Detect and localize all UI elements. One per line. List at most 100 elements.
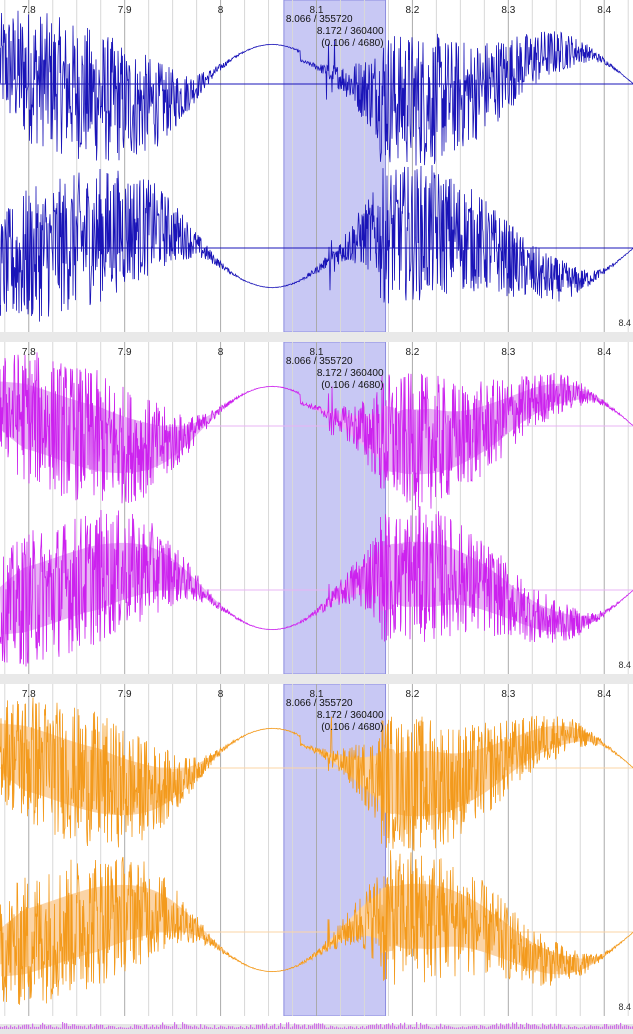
waveform-pane-1-canvas xyxy=(0,0,633,332)
overview-bar xyxy=(324,1025,326,1029)
waveform-pane-1[interactable]: 7.8 7.9 8 8.1 8.2 8.3 8.4 8.4 8.066 / 355720 8.17… xyxy=(0,0,633,332)
overview-bar xyxy=(266,1023,268,1029)
overview-bar xyxy=(94,1025,96,1029)
overview-bar xyxy=(472,1025,474,1029)
overview-bar xyxy=(396,1026,398,1029)
overview-bar xyxy=(58,1027,60,1029)
overview-bar xyxy=(218,1027,220,1029)
overview-bar xyxy=(40,1024,42,1029)
overview-bar xyxy=(36,1026,38,1029)
overview-bar xyxy=(278,1025,280,1029)
overview-bar xyxy=(510,1026,512,1029)
overview-bar xyxy=(210,1027,212,1029)
overview-bar xyxy=(544,1025,546,1029)
overview-bar xyxy=(68,1026,70,1029)
selection-region[interactable] xyxy=(283,342,387,674)
overview-bar xyxy=(292,1026,294,1029)
overview-bar xyxy=(250,1024,252,1029)
overview-bar xyxy=(606,1023,608,1029)
overview-bar xyxy=(78,1025,80,1029)
overview-bar xyxy=(360,1026,362,1029)
overview-bar xyxy=(290,1027,292,1029)
time-tick-label: 8.3 xyxy=(501,347,516,358)
overview-bar xyxy=(238,1027,240,1029)
overview-bar xyxy=(546,1026,548,1029)
overview-bar xyxy=(178,1027,180,1029)
overview-bar xyxy=(302,1025,304,1029)
overview-bar xyxy=(386,1024,388,1029)
overview-bar xyxy=(480,1025,482,1029)
overview-bar xyxy=(382,1027,384,1029)
overview-bar xyxy=(594,1026,596,1029)
overview-bar xyxy=(164,1025,166,1029)
overview-bar xyxy=(128,1027,130,1029)
overview-bar xyxy=(104,1027,106,1029)
overview-bar xyxy=(346,1027,348,1029)
overview-bar xyxy=(140,1025,142,1029)
time-tick-label: 7.9 xyxy=(117,5,132,16)
overview-bar xyxy=(362,1025,364,1029)
overview-bar xyxy=(616,1024,618,1029)
overview-bar xyxy=(194,1025,196,1029)
overview-bar xyxy=(602,1026,604,1029)
overview-bar xyxy=(558,1023,560,1029)
overview-bar xyxy=(96,1024,98,1029)
overview-bar xyxy=(144,1024,146,1029)
overview-bar xyxy=(574,1026,576,1029)
overview-bar xyxy=(422,1025,424,1029)
overview-strip[interactable] xyxy=(0,1016,633,1029)
overview-bar xyxy=(370,1024,372,1029)
overview-bar xyxy=(170,1026,172,1029)
overview-bar xyxy=(612,1025,614,1029)
overview-bar xyxy=(246,1026,248,1029)
overview-bar xyxy=(284,1027,286,1029)
overview-bar xyxy=(230,1026,232,1029)
overview-bar xyxy=(416,1022,418,1029)
overview-bar xyxy=(0,1026,2,1029)
overview-bar xyxy=(336,1026,338,1029)
overview-bar xyxy=(476,1025,478,1029)
overview-bar xyxy=(540,1027,542,1029)
overview-bar xyxy=(600,1027,602,1029)
overview-bar xyxy=(6,1025,8,1029)
overview-bar xyxy=(532,1024,534,1029)
time-tick-label: 8.2 xyxy=(405,5,420,16)
overview-bar xyxy=(90,1024,92,1029)
waveform-pane-3[interactable]: 7.8 7.9 8 8.1 8.2 8.3 8.4 8.4 8.066 / 355720 8.17… xyxy=(0,684,633,1016)
overview-bar xyxy=(376,1023,378,1029)
overview-bar xyxy=(82,1026,84,1029)
overview-bar xyxy=(488,1026,490,1029)
overview-bar xyxy=(26,1024,28,1029)
overview-bar xyxy=(496,1023,498,1029)
overview-bar xyxy=(232,1026,234,1029)
overview-bar xyxy=(192,1026,194,1029)
time-tick-label: 8.1 xyxy=(309,5,324,16)
overview-bar xyxy=(258,1024,260,1029)
pane-separator[interactable] xyxy=(0,674,633,684)
overview-bar xyxy=(24,1024,26,1029)
overview-bar xyxy=(352,1026,354,1029)
overview-bar xyxy=(188,1025,190,1029)
overview-bar xyxy=(354,1027,356,1029)
overview-bar xyxy=(572,1027,574,1029)
time-tick-label: 7.8 xyxy=(21,5,36,16)
selection-region[interactable] xyxy=(283,684,387,1016)
overview-bar xyxy=(570,1026,572,1029)
overview-bar xyxy=(320,1023,322,1029)
overview-bar xyxy=(70,1026,72,1029)
overview-bar xyxy=(344,1026,346,1029)
overview-bar xyxy=(106,1027,108,1029)
overview-bar xyxy=(490,1025,492,1029)
overview-bar xyxy=(88,1025,90,1029)
overview-bar xyxy=(300,1026,302,1029)
overview-bar xyxy=(446,1026,448,1029)
overview-bar xyxy=(64,1023,66,1029)
waveform-pane-2[interactable]: 7.8 7.9 8 8.1 8.2 8.3 8.4 8.4 8.066 / 355720 8.17… xyxy=(0,342,633,674)
overview-bar xyxy=(180,1027,182,1029)
overview-bar xyxy=(562,1027,564,1029)
pane-separator[interactable] xyxy=(0,332,633,342)
overview-bar xyxy=(32,1023,34,1029)
overview-bar xyxy=(338,1027,340,1029)
overview-bar xyxy=(184,1023,186,1029)
overview-bar xyxy=(208,1027,210,1029)
